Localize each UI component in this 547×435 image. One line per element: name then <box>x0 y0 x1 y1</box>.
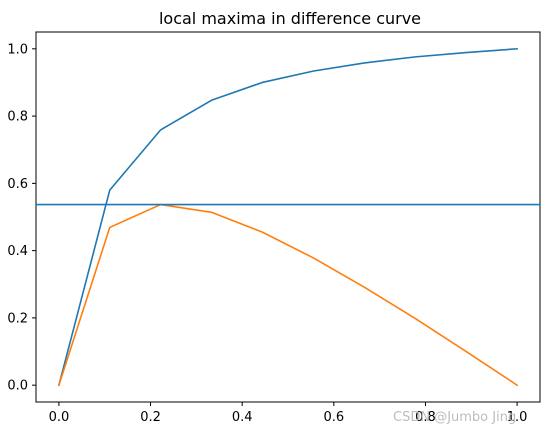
series-line-1 <box>57 203 519 387</box>
x-tick-label: 0.2 <box>140 410 161 425</box>
x-tick-label: 0.4 <box>232 410 253 425</box>
watermark: CSDN @Jumbo Jing <box>393 410 516 425</box>
x-tick-label: 0.6 <box>323 410 344 425</box>
axes-frame <box>35 31 541 403</box>
chart-title: local maxima in difference curve <box>159 9 421 28</box>
x-tick-label: 0.0 <box>49 410 70 425</box>
y-tick-label: 0.0 <box>7 379 28 394</box>
y-tick-label: 0.6 <box>7 177 28 192</box>
y-tick-label: 1.0 <box>7 42 28 57</box>
y-tick-label: 0.2 <box>7 311 28 326</box>
y-tick-label: 0.4 <box>7 244 28 259</box>
axis-ticks: 0.0 0.2 0.4 0.6 0.8 1.0 0.0 0.2 0.4 0.6 0.8 1.0 <box>7 42 527 425</box>
series-line-0 <box>57 47 518 387</box>
y-tick-label: 0.8 <box>7 110 28 125</box>
series-group <box>35 47 541 387</box>
x-tick-label: 0.8 <box>415 410 436 425</box>
x-tick-label: 1.0 <box>507 410 528 425</box>
